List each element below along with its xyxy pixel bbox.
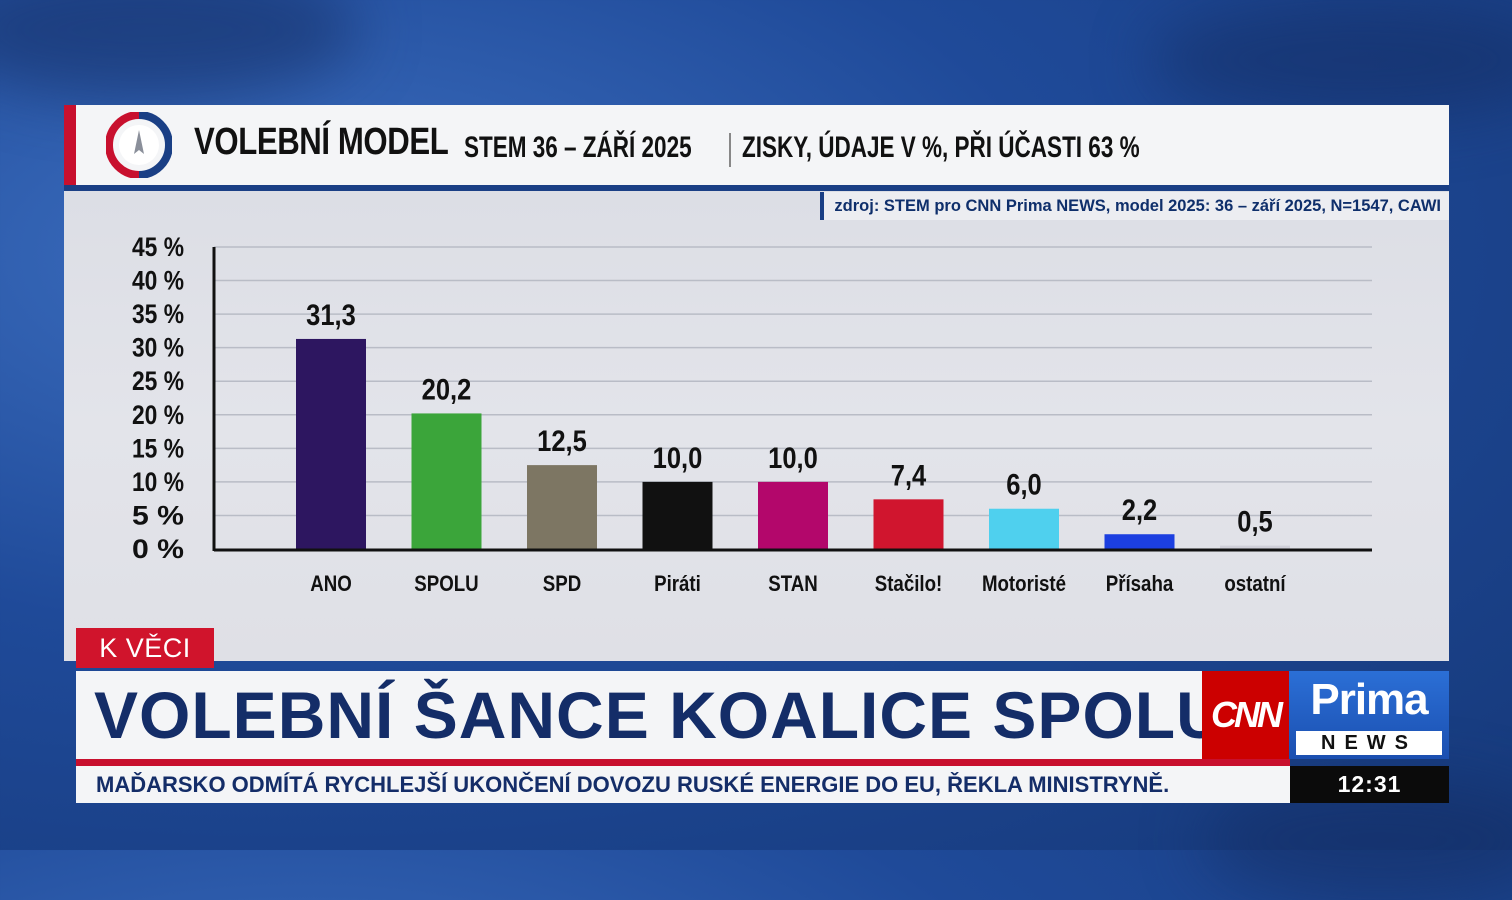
x-tick-label: ANO xyxy=(310,573,352,597)
y-tick-label: 20 % xyxy=(132,400,184,430)
background-blob xyxy=(1150,0,1512,120)
data-label: 6,0 xyxy=(1006,468,1041,501)
data-label: 10,0 xyxy=(768,441,818,474)
headline: VOLEBNÍ ŠANCE KOALICE SPOLU xyxy=(94,678,1225,752)
news-ticker: MAĎARSKO ODMÍTÁ RYCHLEJŠÍ UKONČENÍ DOVOZ… xyxy=(76,766,1290,803)
news-logo-text: NEWS xyxy=(1296,731,1442,755)
clock: 12:31 xyxy=(1290,766,1449,803)
x-tick-label: ostatní xyxy=(1224,573,1286,597)
data-label: 7,4 xyxy=(891,458,927,491)
headline-bar: VOLEBNÍ ŠANCE KOALICE SPOLU xyxy=(76,671,1224,759)
cnn-logo: CNN xyxy=(1202,671,1289,759)
bar-chart: 0 % 5 %10 % 15 %20 % 25 %30 % 35 %40 % 45 % 31… xyxy=(132,232,1372,597)
data-label: 0,5 xyxy=(1237,505,1272,538)
x-tick-label: Motoristé xyxy=(982,573,1066,597)
title-separator xyxy=(729,133,731,167)
x-tick-label: Stačilo! xyxy=(875,573,943,597)
bar xyxy=(642,481,713,549)
data-label: 20,2 xyxy=(422,372,472,405)
prima-logo-text: Prima xyxy=(1310,675,1428,724)
bar xyxy=(411,413,482,549)
y-tick-label: 5 % xyxy=(132,500,184,530)
data-label: 12,5 xyxy=(537,424,587,457)
y-tick-label: 40 % xyxy=(132,266,184,296)
ticker-divider xyxy=(76,759,1290,766)
graphic-panel: VOLEBNÍ MODEL STEM 36 – ZÁŘÍ 2025 ZISKY,… xyxy=(64,105,1449,803)
chart-title: VOLEBNÍ MODEL xyxy=(194,121,449,163)
stem-logo-icon xyxy=(106,112,172,178)
y-tick-label: 0 % xyxy=(132,534,184,564)
chart-subtitle: STEM 36 – ZÁŘÍ 2025 xyxy=(464,131,692,164)
program-tag: K VĚCI xyxy=(76,628,214,668)
data-label: 10,0 xyxy=(653,441,703,474)
y-tick-label: 10 % xyxy=(132,467,184,497)
bar xyxy=(527,465,597,549)
x-tick-label: SPOLU xyxy=(414,573,478,597)
source-note: zdroj: STEM pro CNN Prima NEWS, model 20… xyxy=(820,192,1449,220)
bar xyxy=(296,338,366,549)
x-tick-label: SPD xyxy=(543,573,581,597)
bar xyxy=(1104,534,1175,549)
header-bar: VOLEBNÍ MODEL STEM 36 – ZÁŘÍ 2025 ZISKY,… xyxy=(64,105,1449,185)
y-tick-label: 25 % xyxy=(132,366,184,396)
y-tick-label: 15 % xyxy=(132,433,184,463)
x-tick-label: Přísaha xyxy=(1106,573,1174,597)
y-tick-label: 30 % xyxy=(132,333,184,363)
background-blob xyxy=(0,0,360,100)
x-tick-label: Piráti xyxy=(654,573,701,597)
chart-details: ZISKY, ÚDAJE V %, PŘI ÚČASTI 63 % xyxy=(742,131,1140,164)
bar xyxy=(758,481,828,549)
x-tick-label: STAN xyxy=(768,573,818,597)
bar xyxy=(873,499,944,549)
chart-area: 0 % 5 % 10 % 15 % 20 % 25 % 30 % 35 % 40 % 45 % 31… xyxy=(64,191,1449,661)
bar xyxy=(989,508,1059,549)
data-label: 2,2 xyxy=(1122,493,1157,526)
y-tick-label: 35 % xyxy=(132,299,184,329)
data-label: 31,3 xyxy=(306,298,356,331)
header-underline xyxy=(64,185,1449,191)
y-tick-label: 45 % xyxy=(132,232,184,262)
bar xyxy=(1220,545,1290,549)
prima-news-logo: Prima NEWS xyxy=(1289,671,1449,759)
